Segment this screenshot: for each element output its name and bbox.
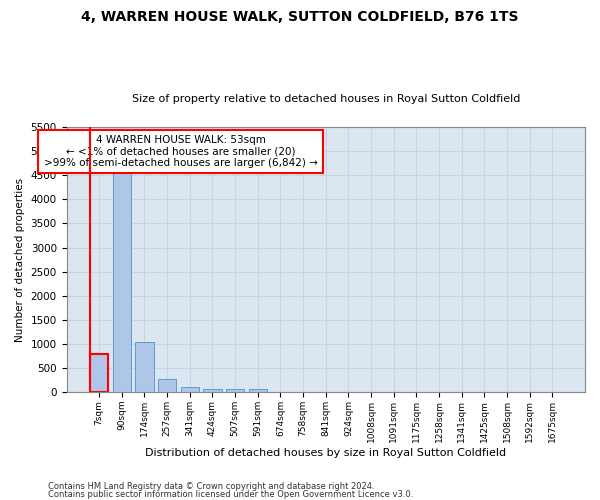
Bar (113, 170, 131, 392)
Text: 4 WARREN HOUSE WALK: 53sqm
← <1% of detached houses are smaller (20)
>99% of sem: 4 WARREN HOUSE WALK: 53sqm ← <1% of deta… (44, 135, 317, 168)
Text: 4, WARREN HOUSE WALK, SUTTON COLDFIELD, B76 1TS: 4, WARREN HOUSE WALK, SUTTON COLDFIELD, … (81, 10, 519, 24)
Bar (249, 390, 267, 392)
Bar (90, 354, 108, 392)
Bar (181, 388, 199, 392)
Y-axis label: Number of detached properties: Number of detached properties (15, 178, 25, 342)
Text: Contains HM Land Registry data © Crown copyright and database right 2024.: Contains HM Land Registry data © Crown c… (48, 482, 374, 491)
Bar (203, 389, 221, 392)
Title: Size of property relative to detached houses in Royal Sutton Coldfield: Size of property relative to detached ho… (131, 94, 520, 104)
Bar (136, 342, 154, 392)
Bar (226, 390, 244, 392)
Bar (158, 378, 176, 392)
X-axis label: Distribution of detached houses by size in Royal Sutton Coldfield: Distribution of detached houses by size … (145, 448, 506, 458)
Text: Contains public sector information licensed under the Open Government Licence v3: Contains public sector information licen… (48, 490, 413, 499)
